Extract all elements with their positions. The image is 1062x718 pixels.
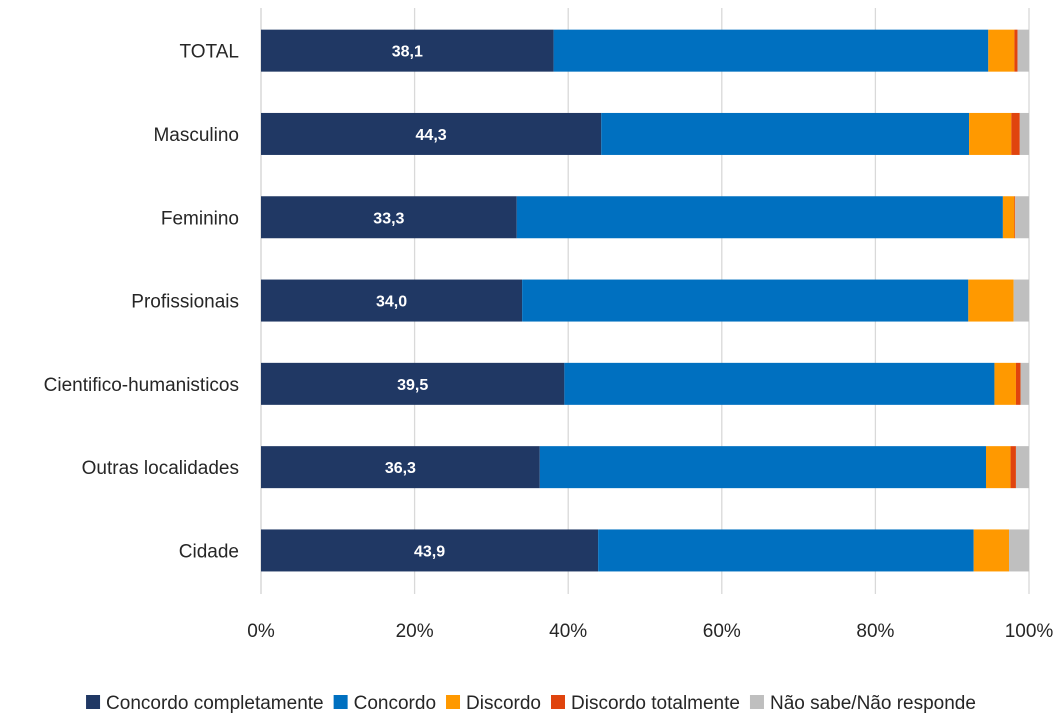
x-tick-label: 40%	[549, 621, 587, 642]
x-tick-label: 60%	[703, 621, 741, 642]
data-label: 36,3	[385, 460, 416, 477]
category-label: Masculino	[153, 125, 239, 146]
legend-label: Discordo	[466, 693, 541, 714]
legend-swatch	[446, 695, 461, 709]
x-tick-label: 100%	[1005, 621, 1054, 642]
bar-segment-n-o-sabe-n-o-responde	[1017, 29, 1029, 72]
bar-segment-concordo-completamente	[261, 196, 517, 239]
bar-segment-concordo	[553, 29, 989, 72]
bar-segment-discordo-totalmente	[1015, 362, 1021, 405]
bars	[261, 29, 1029, 572]
bar-segment-n-o-sabe-n-o-responde	[1015, 196, 1029, 239]
bar-segment-n-o-sabe-n-o-responde	[1020, 362, 1029, 405]
bar-segment-concordo	[601, 112, 970, 155]
category-label: Cientifico-humanisticos	[44, 375, 239, 396]
legend-swatch	[749, 695, 764, 709]
legend-label: Discordo totalmente	[571, 693, 740, 714]
data-label: 44,3	[416, 127, 447, 144]
bar-segment-discordo	[988, 29, 1015, 72]
bar-segment-discordo	[1002, 196, 1015, 239]
bar-segment-concordo-completamente	[261, 529, 599, 572]
bar-segment-discordo	[969, 112, 1012, 155]
bar-segment-discordo	[985, 446, 1011, 489]
category-label: Outras localidades	[82, 458, 239, 479]
category-label: Cidade	[179, 541, 239, 562]
legend-label: Concordo	[354, 693, 436, 714]
bar-segment-discordo-totalmente	[1010, 446, 1016, 489]
bar-segment-n-o-sabe-n-o-responde	[1009, 529, 1029, 572]
bar-segment-concordo	[564, 362, 995, 405]
category-labels: TOTAL Masculino Feminino Profissionais Cient…	[44, 42, 239, 563]
bar-segment-concordo	[539, 446, 986, 489]
bar-segment-concordo	[598, 529, 974, 572]
legend-swatch	[551, 695, 565, 709]
data-labels: 38,1 44,3 33,3 34,0 39,5 36,3 43,9	[373, 44, 446, 561]
data-label: 34,0	[376, 294, 407, 311]
bar-segment-discordo	[973, 529, 1010, 572]
bar-segment-concordo-completamente	[261, 279, 523, 322]
bar-segment-discordo	[994, 362, 1016, 405]
legend-label: Concordo completamente	[106, 693, 324, 714]
legend-swatch	[86, 695, 101, 709]
bar-segment-concordo-completamente	[261, 362, 565, 405]
bar-segment-concordo	[516, 196, 1003, 239]
category-label: TOTAL	[180, 42, 239, 63]
bar-segment-concordo-completamente	[261, 446, 540, 489]
bar-segment-n-o-sabe-n-o-responde	[1019, 112, 1029, 155]
bar-segment-n-o-sabe-n-o-responde	[1015, 446, 1029, 489]
x-tick-label: 0%	[247, 621, 275, 642]
bar-segment-discordo-totalmente	[1014, 196, 1016, 239]
x-tick-label: 80%	[856, 621, 894, 642]
data-label: 33,3	[373, 210, 404, 227]
legend-swatch	[333, 695, 348, 709]
legend: Concordo completamente Concordo Discordo Di…	[86, 693, 976, 714]
bar-segment-concordo-completamente	[261, 29, 554, 72]
legend-label: Não sabe/Não responde	[770, 693, 976, 714]
data-label: 39,5	[397, 377, 428, 394]
bar-segment-n-o-sabe-n-o-responde	[1013, 279, 1029, 322]
x-tick-label: 20%	[396, 621, 434, 642]
x-tick-labels: 0% 20% 40% 60% 80% 100%	[247, 621, 1053, 642]
bar-segment-discordo-totalmente	[1011, 112, 1020, 155]
bar-segment-concordo-completamente	[261, 112, 602, 155]
bar-segment-concordo	[522, 279, 969, 322]
category-label: Feminino	[161, 208, 239, 229]
bar-segment-discordo-totalmente	[1014, 29, 1018, 72]
bar-segment-discordo	[968, 279, 1014, 322]
category-label: Profissionais	[131, 292, 239, 313]
data-label: 43,9	[414, 543, 445, 560]
data-label: 38,1	[392, 44, 423, 61]
